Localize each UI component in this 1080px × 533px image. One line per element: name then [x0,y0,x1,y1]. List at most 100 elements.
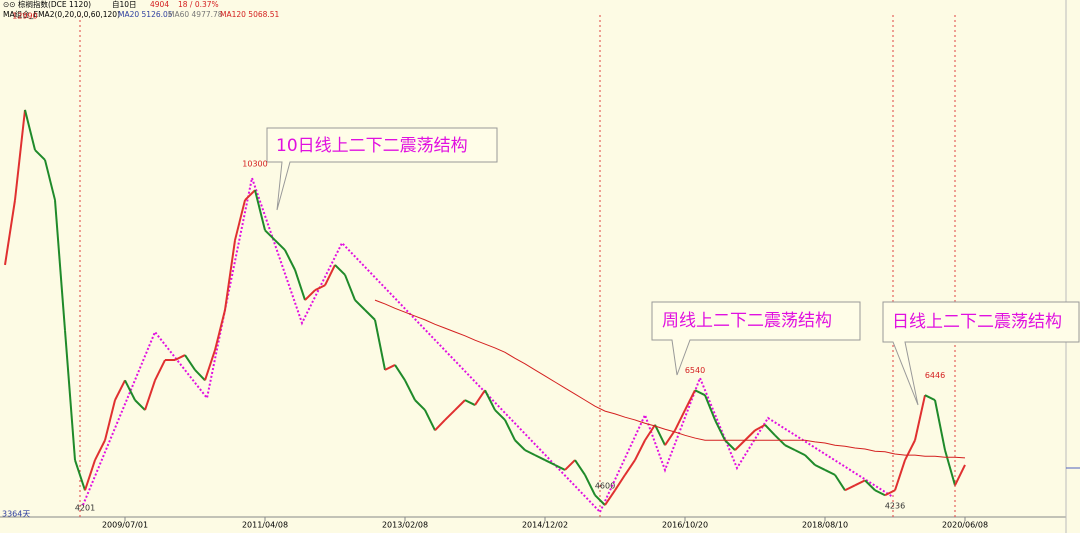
price-segment [134,399,146,411]
price-segment [694,389,706,397]
price-segment [684,389,696,411]
price-segment [74,459,86,491]
price-segment [664,429,676,446]
price-segment [204,349,216,381]
ma20-label: MA20 5126.05 [118,10,173,19]
price-label: 10300 [242,159,267,168]
price-segment [444,409,456,421]
price-segment [94,439,106,461]
price-segment [814,464,826,471]
price-segment [54,199,66,331]
price-segment [344,274,356,301]
price-segment [854,479,866,487]
price-segment [464,399,476,406]
price-segment [404,379,416,401]
price-segment [184,354,196,371]
ma120-label: MA120 5068.51 [220,10,280,19]
period: 自10日 [112,0,137,9]
price-label: 6540 [685,366,705,375]
price-segment [4,199,16,266]
price-segment [944,449,956,486]
x-tick-label: 2016/10/20 [662,521,708,530]
price-segment [574,459,586,476]
price-segment [954,464,966,486]
price-segment [514,439,526,451]
price-label: 6446 [925,371,945,380]
bar-count: 3364天 [2,510,30,519]
price-segment [294,269,306,301]
x-tick-label: 2009/07/01 [102,521,148,530]
ma60-label: MA60 4977.78 [168,10,223,19]
callout-3: 日线上二下二震荡结构 [882,301,1080,406]
price-label: 4600 [595,482,615,491]
price-label: 4201 [75,504,95,513]
price-segment [324,264,336,286]
price-segment [304,289,316,301]
price-segment [394,364,406,381]
price-segment [724,439,736,451]
price-segment [254,189,266,231]
price-segment [744,429,756,441]
price-segment [374,319,386,371]
price-segment [824,469,836,476]
price-segment [544,459,556,466]
price-segment [414,399,426,411]
x-tick-label: 2011/04/08 [242,521,288,530]
price-segment [44,159,56,201]
price-segment [564,459,576,471]
price-segment [764,424,776,436]
price-segment [84,459,96,491]
change: 18 / 0.37% [178,0,219,9]
structure-zigzag [82,174,894,513]
price-segment [874,489,886,497]
price-segment [454,399,466,411]
price-segment [654,424,666,446]
price-segment [124,379,136,401]
price-segment [284,249,296,271]
price-segment [844,484,856,492]
price-segment [524,449,536,456]
period-lines [79,15,956,517]
price-segment [934,399,946,451]
price-segment [604,489,616,506]
price-label: 12990 [12,11,37,20]
price-segment [734,439,746,451]
x-tick-label: 2014/12/02 [522,521,568,530]
price-segment [794,449,806,456]
price-segment [354,299,366,311]
x-tick-label: 2020/06/08 [942,521,988,530]
price-segment [314,284,326,292]
price-segment [104,399,116,441]
price-segment [494,409,506,421]
annotation: 日线上二下二震荡结构 [892,312,1062,332]
price-segment [584,474,596,496]
price-segment [894,459,906,491]
price-segment [924,394,936,402]
annotation: 周线上二下二震荡结构 [662,311,832,331]
price-segment [704,394,716,421]
price-segment [334,264,346,276]
price-segment [364,309,376,321]
x-tick-label: 2018/08/10 [802,521,848,530]
price-segment [194,369,206,382]
price-segment [64,330,76,461]
ma-line [374,299,966,459]
price-segment [864,479,876,491]
price-segment [474,389,486,406]
price-segment [214,309,226,351]
last-price: 4904 [150,0,169,9]
callout-2: 周线上二下二震荡结构 [651,301,861,376]
price-segment [884,489,896,497]
price-segment [534,454,546,461]
price-segment [504,419,516,441]
price-segment [674,409,686,431]
price-segment [634,439,646,461]
price-segment [274,239,286,251]
price-segment [754,423,766,432]
price-segment [804,454,816,466]
price-segment [234,199,246,241]
price-segment [714,419,726,441]
price-segment [384,364,396,371]
price-segment [434,419,446,432]
